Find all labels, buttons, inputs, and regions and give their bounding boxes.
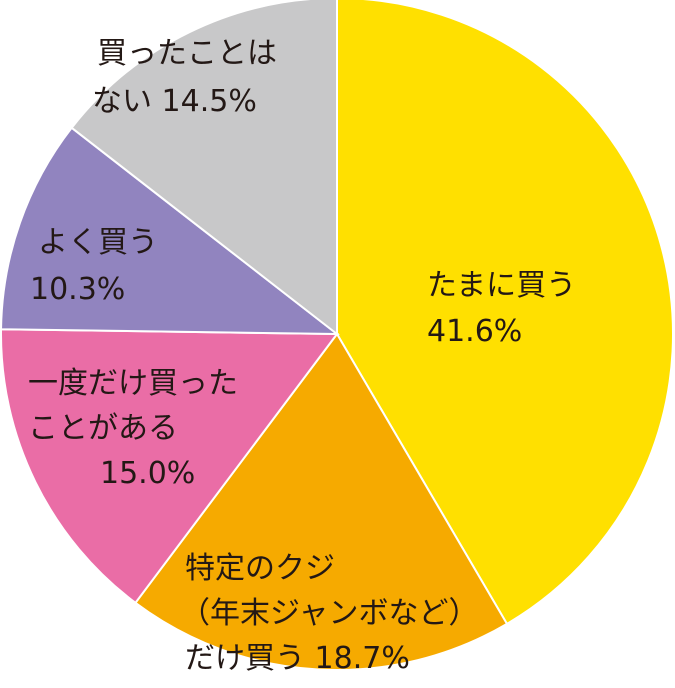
slice-label-4: よく買う 10.3% [30, 225, 158, 307]
slice-label-1: たまに買う 41.6% [427, 268, 576, 349]
slice-label-line: 10.3% [30, 272, 125, 307]
slice-label-5: 買ったことはない 14.5% [92, 36, 277, 119]
pie-slice-2 [134, 332, 509, 671]
slice-label-line: よく買う [38, 225, 158, 260]
slice-label-line: ことがある [28, 411, 178, 446]
slice-label-line: 買ったことは [97, 36, 277, 71]
slice-label-line: 特定のクジ [185, 551, 335, 586]
slice-label-3: 一度だけ買ったことがある 15.0% [28, 366, 238, 491]
slice-labels: たまに買う 41.6% 特定のクジ （年末ジャンボなど） だけ買う 18.7% 一度だけ買… [28, 36, 576, 676]
slice-label-line: 41.6% [427, 314, 522, 349]
slice-label-2: 特定のクジ （年末ジャンボなど） だけ買う 18.7% [180, 551, 479, 676]
slice-label-line: だけ買う 18.7% [185, 641, 410, 676]
pie-slice-4 [0, 126, 340, 336]
slice-label-line: ない 14.5% [92, 84, 257, 119]
pie-slice-1 [336, 0, 674, 626]
pie-slice-3 [0, 328, 339, 605]
slice-label-line: 一度だけ買った [28, 366, 238, 401]
pie-slice-5 [70, 0, 338, 337]
pie-slices [0, 0, 674, 671]
slice-label-line: （年末ジャンボなど） [180, 596, 479, 631]
slice-label-line: たまに買う [427, 268, 576, 303]
slice-label-line: 15.0% [100, 456, 195, 491]
